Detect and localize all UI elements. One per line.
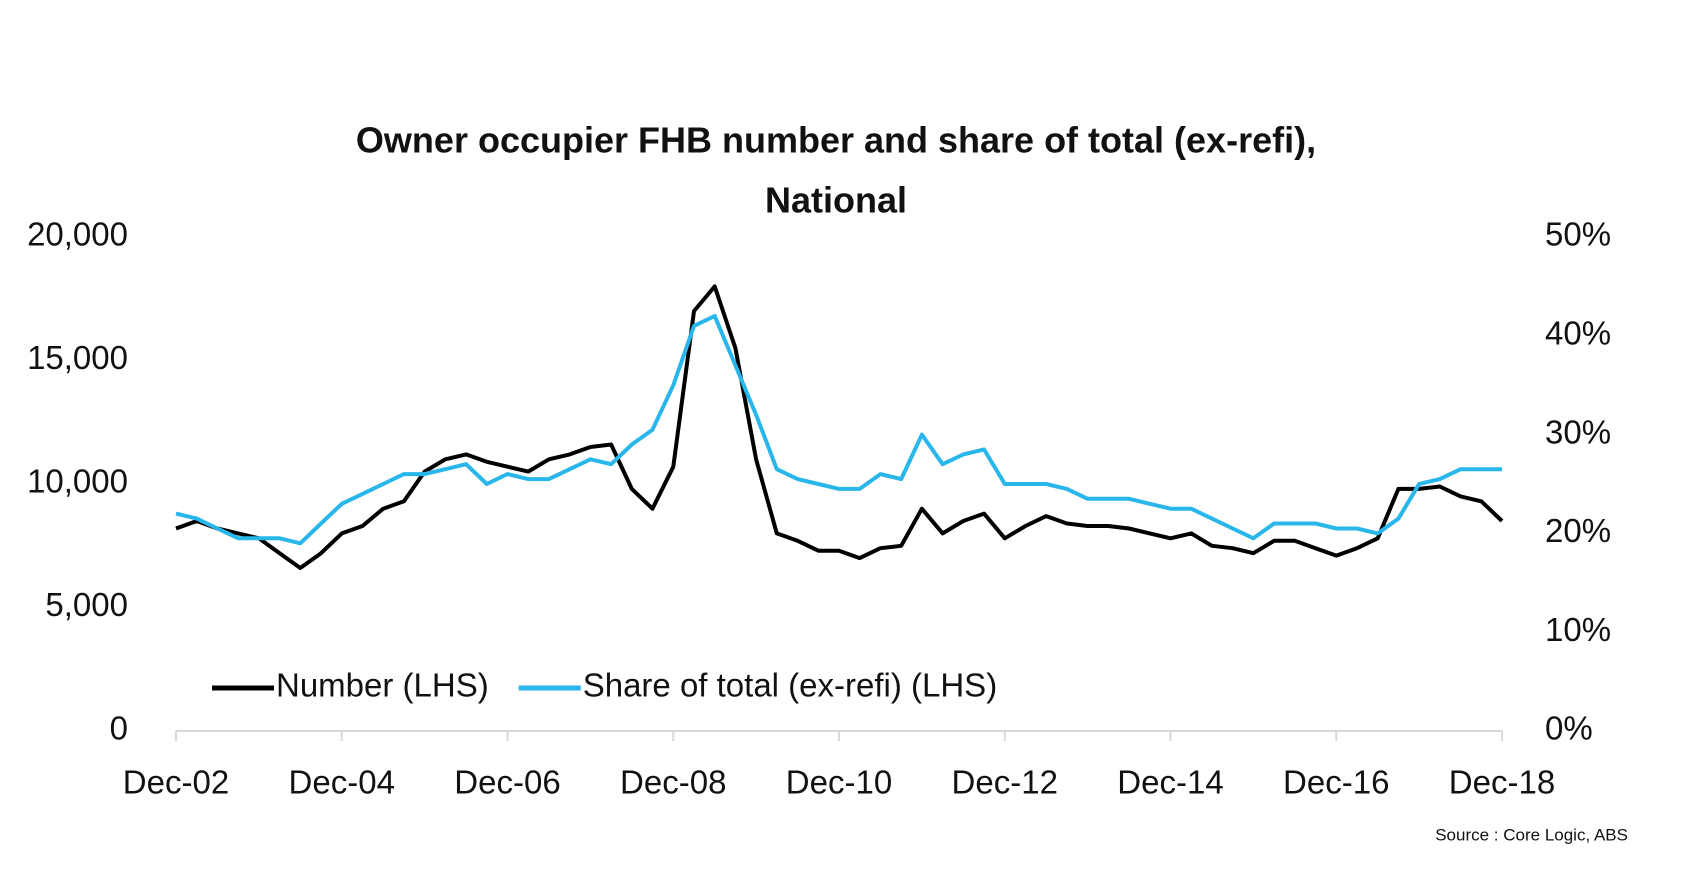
series-line bbox=[175, 284, 1504, 570]
y-tick-label: 0 bbox=[110, 710, 128, 747]
y-tick-label: 5,000 bbox=[45, 586, 128, 623]
x-tick-label: Dec-08 bbox=[620, 764, 726, 801]
source-note: Source : Core Logic, ABS bbox=[1435, 825, 1628, 844]
y2-tick-label: 40% bbox=[1545, 315, 1611, 352]
y-tick-label: 10,000 bbox=[27, 463, 128, 500]
y-tick-label: 15,000 bbox=[27, 339, 128, 376]
x-tick-label: Dec-02 bbox=[123, 764, 229, 801]
chart-title: Owner occupier FHB number and share of t… bbox=[356, 120, 1316, 161]
y2-tick-label: 30% bbox=[1545, 413, 1611, 450]
x-tick-label: Dec-18 bbox=[1449, 764, 1555, 801]
chart-subtitle: National bbox=[765, 180, 907, 221]
x-tick-label: Dec-10 bbox=[786, 764, 892, 801]
legend-label: Number (LHS) bbox=[276, 667, 489, 704]
y2-tick-label: 50% bbox=[1545, 216, 1611, 253]
y2-tick-label: 10% bbox=[1545, 611, 1611, 648]
x-tick-label: Dec-14 bbox=[1117, 764, 1223, 801]
x-tick-label: Dec-04 bbox=[289, 764, 395, 801]
x-tick-label: Dec-16 bbox=[1283, 764, 1389, 801]
y-tick-label: 20,000 bbox=[27, 216, 128, 253]
y2-tick-label: 20% bbox=[1545, 512, 1611, 549]
legend-label: Share of total (ex-refi) (LHS) bbox=[583, 667, 997, 704]
series-line bbox=[175, 314, 1502, 546]
x-tick-label: Dec-12 bbox=[952, 764, 1058, 801]
x-tick-label: Dec-06 bbox=[454, 764, 560, 801]
y2-tick-label: 0% bbox=[1545, 710, 1593, 747]
